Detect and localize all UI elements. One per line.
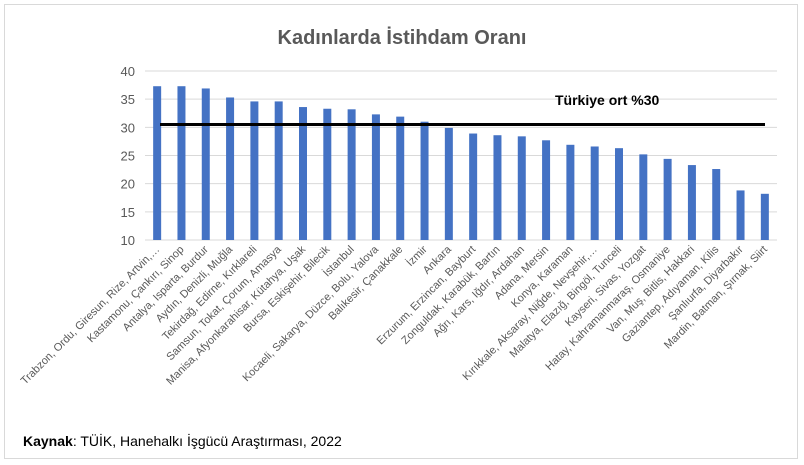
- bar: [566, 144, 575, 240]
- bar: [274, 101, 283, 240]
- bar: [639, 154, 648, 240]
- source-text: : TÜİK, Hanehalkı İşgücü Araştırması, 20…: [72, 433, 342, 449]
- y-tick-label: 10: [121, 233, 135, 248]
- y-axis: 10 15 20 25 30 35 40: [121, 64, 135, 248]
- bar: [371, 114, 380, 240]
- bar: [517, 136, 526, 240]
- bar: [760, 193, 769, 240]
- gridlines: [145, 70, 777, 241]
- bar: [712, 169, 721, 240]
- y-tick-label: 20: [121, 177, 135, 192]
- bar: [663, 158, 672, 240]
- bar: [736, 190, 745, 240]
- bar: [687, 165, 696, 240]
- bar: [396, 116, 405, 240]
- bar: [420, 121, 429, 240]
- chart-title: Kadınlarda İstihdam Oranı: [277, 27, 527, 49]
- bar: [323, 108, 332, 240]
- y-tick-label: 15: [121, 205, 135, 220]
- source-note: Kaynak: TÜİK, Hanehalkı İşgücü Araştırma…: [23, 433, 342, 449]
- bars: [153, 86, 769, 241]
- bar: [153, 86, 162, 241]
- bar: [177, 86, 186, 241]
- x-axis-labels: Trabzon, Ordu, Giresun, Rize, Artvin,…Ka…: [19, 243, 770, 388]
- bar: [444, 127, 453, 240]
- bar: [590, 146, 599, 240]
- bar: [299, 107, 307, 240]
- bar: [493, 135, 502, 240]
- y-tick-label: 40: [121, 64, 135, 79]
- bar: [469, 133, 478, 240]
- bar: [347, 109, 356, 240]
- bar: [201, 88, 210, 240]
- y-tick-label: 30: [121, 120, 135, 135]
- bar: [542, 140, 551, 240]
- bar: [226, 97, 235, 240]
- y-tick-label: 35: [121, 92, 135, 107]
- bar: [250, 101, 259, 240]
- source-label: Kaynak: [23, 433, 73, 449]
- reference-line-group: Türkiye ort %30: [160, 92, 765, 127]
- reference-line-label: Türkiye ort %30: [555, 92, 659, 108]
- y-tick-label: 25: [121, 149, 135, 164]
- bar: [615, 148, 623, 240]
